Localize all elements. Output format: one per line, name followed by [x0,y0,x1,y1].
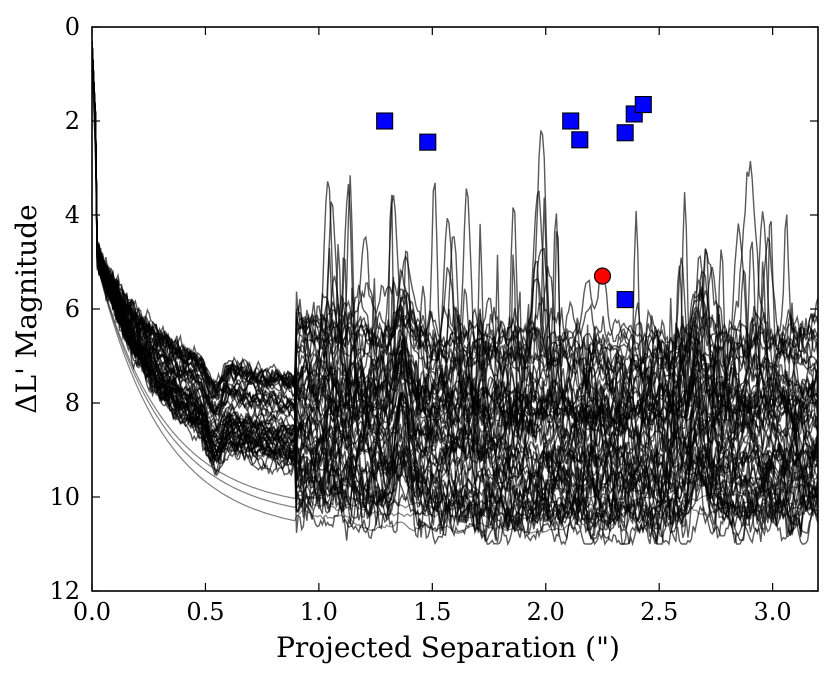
blue-square-marker [376,112,394,130]
contrast-curve-envelope [92,50,818,513]
blue-square-marker [562,112,580,130]
contrast-curve [92,41,818,515]
y-tick-label: 2 [65,107,80,135]
contrast-curve [92,41,818,545]
blue-square-marker [419,133,437,151]
x-tick-label: 0.0 [73,598,111,626]
x-tick-label: 0.5 [186,598,224,626]
y-tick-label: 8 [65,389,80,417]
blue-square-marker [571,131,589,149]
y-axis-ticks: 0 2 4 6 8 10 12 [49,13,818,605]
y-tick-label: 6 [65,295,80,323]
blue-square-marker [634,96,652,114]
contrast-curve [92,41,818,434]
x-axis-ticks: 0.0 0.5 1.0 1.5 2.0 2.5 3.0 [73,27,792,626]
y-tick-label: 4 [65,201,80,229]
contrast-curve [92,41,818,393]
contrast-curves [92,41,818,547]
x-tick-label: 2.0 [527,598,565,626]
contrast-curve [92,41,818,484]
y-tick-label: 10 [49,483,80,511]
contrast-curve-envelope [92,50,818,535]
contrast-curve [92,41,818,494]
red-circle-marker [593,267,612,285]
contrast-curve [92,41,818,400]
detections [376,96,652,309]
x-tick-label: 3.0 [754,598,792,626]
x-tick-label: 1.0 [300,598,338,626]
contrast-curve [92,41,818,444]
blue-square-marker [616,291,634,309]
y-tick-label: 0 [65,13,80,41]
y-axis-label: ΔL' Magnitude [10,204,43,413]
contrast-curve-envelope [92,50,818,522]
x-tick-label: 1.5 [413,598,451,626]
contrast-curve [92,41,818,545]
x-tick-label: 2.5 [640,598,678,626]
contrast-curve [92,41,818,500]
y-tick-label: 12 [49,577,80,605]
blue-square-marker [616,124,634,142]
x-axis-label: Projected Separation (") [276,631,620,664]
contrast-curve [92,41,818,459]
contrast-curve [92,41,818,535]
